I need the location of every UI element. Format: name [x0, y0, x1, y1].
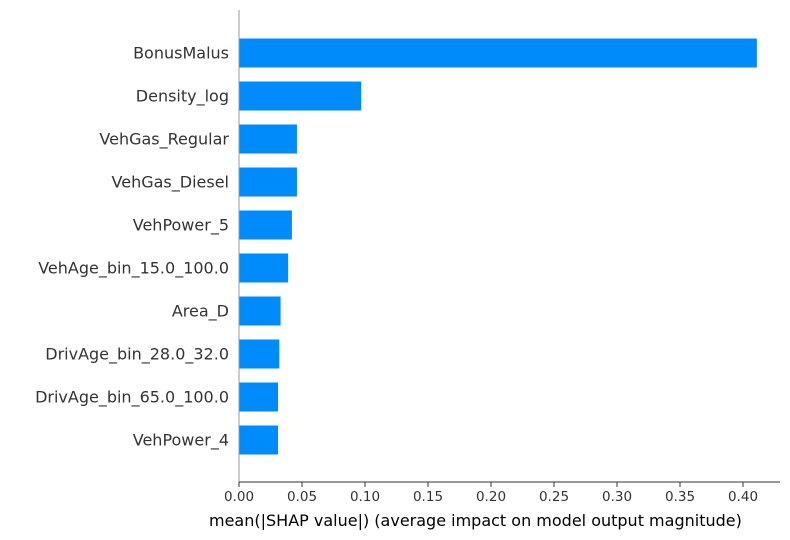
x-tick-label: 0.25: [539, 489, 569, 505]
category-label: Area_D: [172, 302, 229, 322]
bars-group: [239, 38, 757, 455]
bar-Density_log: [239, 81, 362, 111]
category-label: VehAge_bin_15.0_100.0: [38, 259, 229, 279]
bar-DrivAge_bin_65.0_100.0: [239, 382, 279, 412]
x-tick-label: 0.10: [350, 489, 380, 505]
category-label: VehGas_Regular: [99, 130, 229, 150]
bar-VehPower_4: [239, 425, 279, 455]
bar-Area_D: [239, 296, 281, 326]
category-label: VehPower_5: [133, 216, 229, 236]
bar-VehGas_Diesel: [239, 167, 297, 197]
x-tick-label: 0.00: [224, 489, 254, 505]
category-label: DrivAge_bin_28.0_32.0: [45, 345, 229, 365]
category-label: DrivAge_bin_65.0_100.0: [35, 388, 229, 408]
bar-VehAge_bin_15.0_100.0: [239, 253, 289, 283]
category-label: VehGas_Diesel: [112, 173, 229, 193]
bar-BonusMalus: [239, 38, 757, 68]
x-tick-label: 0.40: [728, 489, 758, 505]
x-tick-label: 0.05: [287, 489, 317, 505]
x-tick-label: 0.30: [602, 489, 632, 505]
bar-VehGas_Regular: [239, 124, 297, 154]
category-label: VehPower_4: [133, 431, 229, 451]
x-tick-label: 0.35: [665, 489, 695, 505]
category-label: Density_log: [136, 87, 229, 107]
x-ticks: 0.00 0.05 0.10 0.15 0.20 0.25 0.30 0.35 0.40: [224, 482, 758, 505]
x-axis-title: mean(|SHAP value|) (average impact on mo…: [209, 511, 742, 530]
category-labels: BonusMalus Density_log VehGas_Regular VehGa…: [35, 44, 229, 451]
x-tick-label: 0.15: [413, 489, 443, 505]
bar-VehPower_5: [239, 210, 292, 240]
category-label: BonusMalus: [133, 44, 229, 63]
bar-DrivAge_bin_28.0_32.0: [239, 339, 280, 369]
x-tick-label: 0.20: [476, 489, 506, 505]
